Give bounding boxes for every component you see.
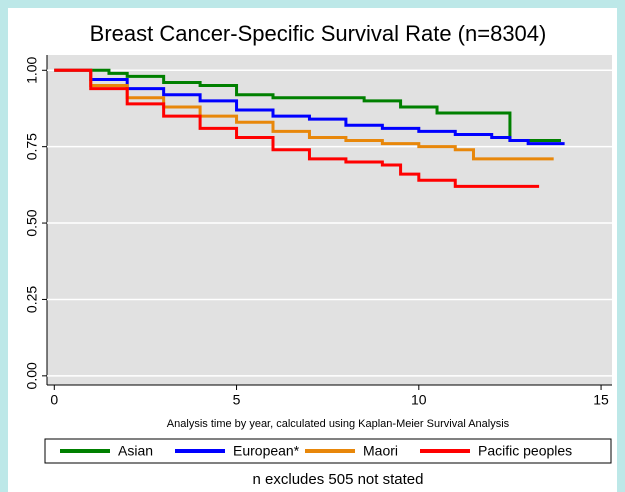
survival-curve bbox=[54, 68, 561, 143]
x-tick-label: 5 bbox=[233, 392, 241, 408]
y-tick-label: 0.75 bbox=[24, 133, 40, 160]
survival-curve bbox=[54, 68, 540, 188]
survival-curve bbox=[54, 68, 565, 146]
y-tick-label: 0.25 bbox=[24, 286, 40, 313]
survival-curve bbox=[54, 68, 554, 161]
legend: Asian European* Maori Pacific peoples bbox=[44, 438, 612, 464]
y-tick-label: 0.00 bbox=[24, 362, 40, 389]
y-tick-label: 1.00 bbox=[24, 56, 40, 83]
plot-area bbox=[47, 55, 612, 385]
x-tick-label: 10 bbox=[411, 392, 427, 408]
legend-label: Maori bbox=[363, 443, 398, 459]
legend-label: European* bbox=[233, 443, 300, 459]
y-tick-label: 0.50 bbox=[24, 209, 40, 236]
footnote: n excludes 505 not stated bbox=[253, 471, 424, 488]
legend-label: Pacific peoples bbox=[478, 443, 572, 459]
x-axis-title: Analysis time by year, calculated using … bbox=[167, 418, 510, 430]
chart-title: Breast Cancer-Specific Survival Rate (n=… bbox=[90, 21, 547, 46]
x-tick-label: 15 bbox=[593, 392, 609, 408]
x-tick-label: 0 bbox=[50, 392, 58, 408]
legend-label: Asian bbox=[118, 443, 153, 459]
